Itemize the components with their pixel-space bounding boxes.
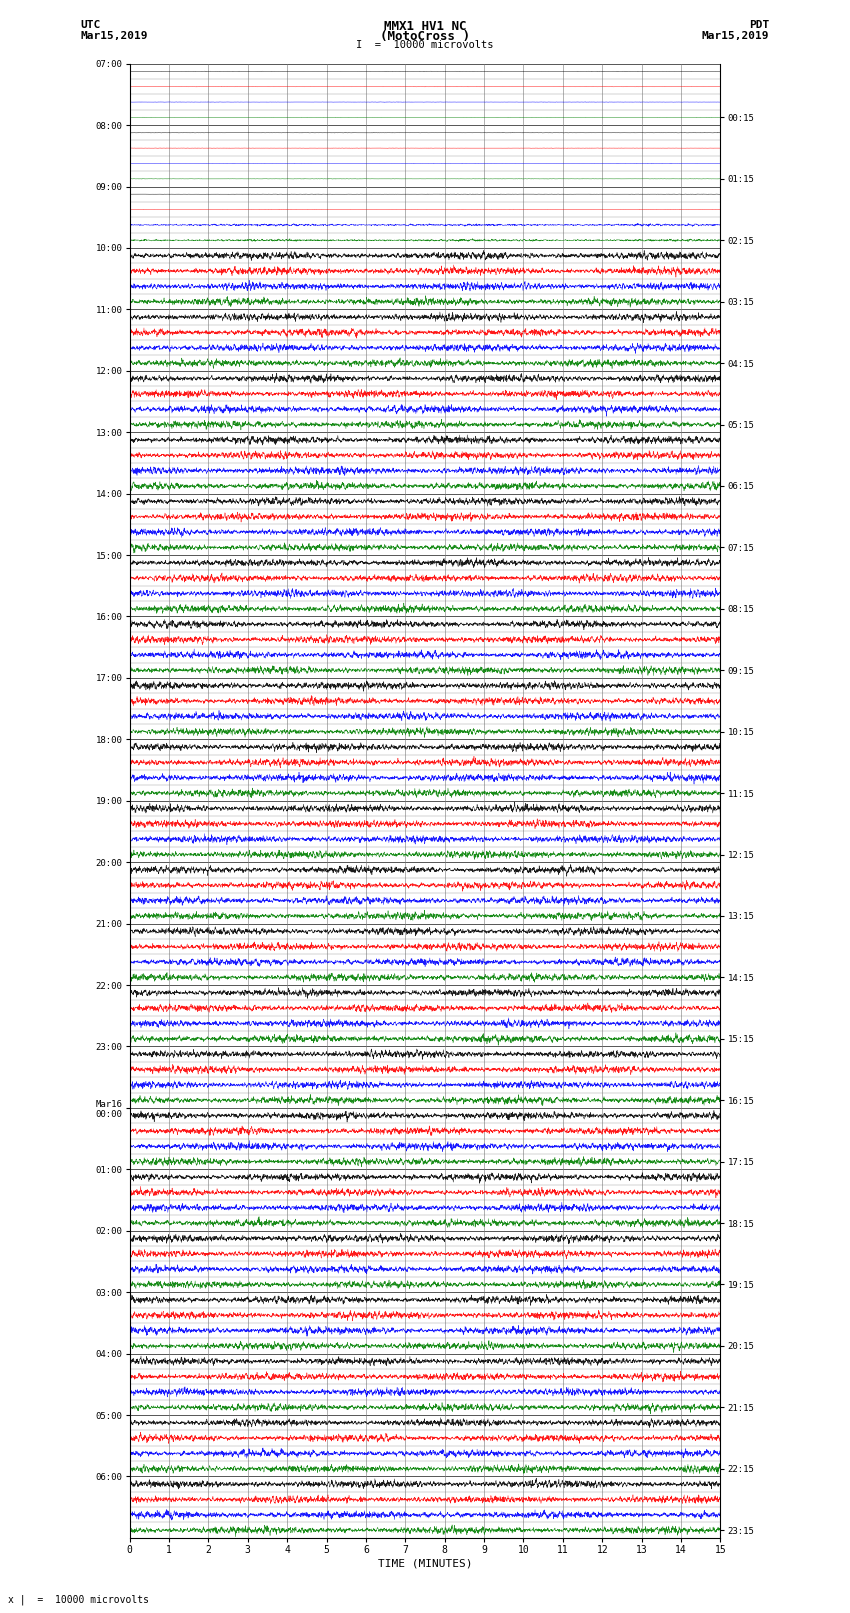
Text: UTC: UTC	[81, 19, 101, 31]
X-axis label: TIME (MINUTES): TIME (MINUTES)	[377, 1560, 473, 1569]
Text: Mar15,2019: Mar15,2019	[81, 31, 148, 40]
Text: I  =  10000 microvolts: I = 10000 microvolts	[356, 39, 494, 50]
Text: x |  =  10000 microvolts: x | = 10000 microvolts	[8, 1594, 150, 1605]
Text: Mar15,2019: Mar15,2019	[702, 31, 769, 40]
Text: PDT: PDT	[749, 19, 769, 31]
Text: (MotoCross ): (MotoCross )	[380, 31, 470, 44]
Text: MMX1 HV1 NC: MMX1 HV1 NC	[383, 19, 467, 34]
